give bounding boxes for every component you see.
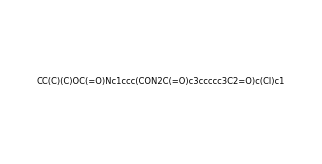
Text: CC(C)(C)OC(=O)Nc1ccc(CON2C(=O)c3ccccc3C2=O)c(Cl)c1: CC(C)(C)OC(=O)Nc1ccc(CON2C(=O)c3ccccc3C2… <box>37 78 285 86</box>
